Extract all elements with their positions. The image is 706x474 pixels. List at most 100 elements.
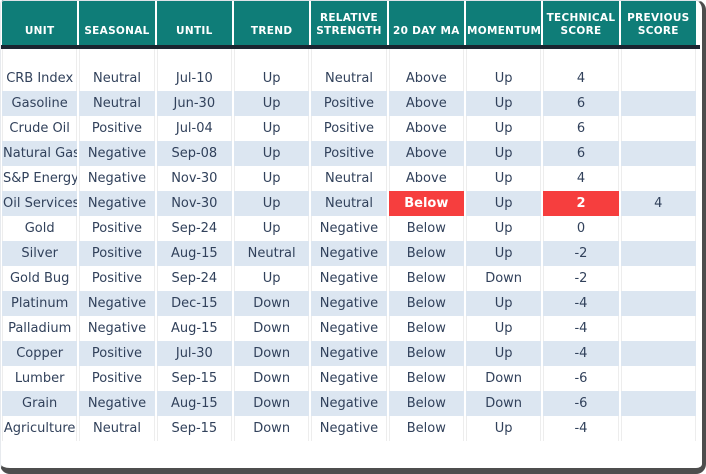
- cell-relative-strength: Negative: [311, 266, 387, 291]
- cell-unit: Copper: [2, 341, 78, 366]
- cell-relative-strength: Neutral: [311, 166, 387, 191]
- header-cell-seasonal: SEASONAL: [79, 0, 155, 45]
- cell-20-day-ma: Above: [388, 141, 464, 166]
- cell-until: Jul-10: [156, 66, 232, 91]
- cell-until: Sep-08: [156, 141, 232, 166]
- cell-trend: Up: [233, 191, 310, 216]
- cell-previous-score: [620, 141, 696, 166]
- header-cell-previous-score: PREVIOUS SCORE: [620, 0, 696, 45]
- cell-momentum: Up: [465, 191, 542, 216]
- cell-until: Jul-30: [156, 341, 232, 366]
- cell-unit: Grain: [2, 391, 78, 416]
- cell-unit: Lumber: [2, 366, 78, 391]
- cell-relative-strength: Neutral: [311, 66, 387, 91]
- technical-score-table: UNIT SEASONAL UNTIL TREND RELATIVE STRENGTH 2…: [2, 0, 696, 441]
- cell-seasonal: Neutral: [79, 91, 155, 116]
- cell-momentum: Down: [465, 366, 542, 391]
- cell-until: Jul-04: [156, 116, 232, 141]
- cell-until: Sep-15: [156, 366, 232, 391]
- cell-technical-score: 4: [543, 166, 619, 191]
- cell-20-day-ma: Below: [388, 216, 464, 241]
- cell-until: Aug-15: [156, 316, 232, 341]
- cell-20-day-ma: Below: [388, 291, 464, 316]
- cell-previous-score: [620, 291, 696, 316]
- table-row: Copper Positive Jul-30 Down Negative Below Up -…: [2, 341, 696, 366]
- table-row: Silver Positive Aug-15 Neutral Negative Below…: [2, 241, 696, 266]
- table-row: Agriculture Neutral Sep-15 Down Negative Belo…: [2, 416, 696, 441]
- cell-seasonal: Negative: [79, 291, 155, 316]
- table-row: Crude Oil Positive Jul-04 Up Positive Above Up…: [2, 116, 696, 141]
- cell-technical-score: -2: [543, 241, 619, 266]
- cell-seasonal: Positive: [79, 216, 155, 241]
- header-cell-technical-score: TECHNICAL SCORE: [543, 0, 619, 45]
- cell-previous-score: [620, 116, 696, 141]
- cell-unit: Gold Bug: [2, 266, 78, 291]
- cell-momentum: Down: [465, 391, 542, 416]
- cell-previous-score: [620, 266, 696, 291]
- cell-trend: Down: [233, 391, 310, 416]
- header-underline-bar: [0, 45, 700, 49]
- cell-until: Aug-15: [156, 391, 232, 416]
- header-cell-trend: TREND: [233, 0, 310, 45]
- cell-relative-strength: Negative: [311, 366, 387, 391]
- cell-seasonal: Negative: [79, 391, 155, 416]
- cell-relative-strength: Negative: [311, 391, 387, 416]
- spacer-cell-seasonal: [79, 45, 155, 66]
- cell-unit: Crude Oil: [2, 116, 78, 141]
- spacer-cell-technical-score: [543, 45, 619, 66]
- cell-momentum: Up: [465, 316, 542, 341]
- cell-technical-score: -2: [543, 266, 619, 291]
- cell-previous-score: [620, 166, 696, 191]
- cell-technical-score: -4: [543, 416, 619, 441]
- cell-until: Sep-24: [156, 216, 232, 241]
- header-cell-relative-strength: RELATIVE STRENGTH: [311, 0, 387, 45]
- cell-technical-score: 2: [543, 191, 619, 216]
- cell-momentum: Up: [465, 166, 542, 191]
- cell-seasonal: Positive: [79, 341, 155, 366]
- cell-technical-score: -4: [543, 341, 619, 366]
- cell-relative-strength: Neutral: [311, 191, 387, 216]
- cell-relative-strength: Positive: [311, 116, 387, 141]
- cell-relative-strength: Negative: [311, 341, 387, 366]
- cell-seasonal: Negative: [79, 166, 155, 191]
- cell-20-day-ma: Below: [388, 191, 464, 216]
- cell-previous-score: [620, 416, 696, 441]
- cell-unit: Platinum: [2, 291, 78, 316]
- cell-seasonal: Positive: [79, 366, 155, 391]
- cell-unit: Oil Services: [2, 191, 78, 216]
- cell-technical-score: -6: [543, 391, 619, 416]
- cell-trend: Down: [233, 341, 310, 366]
- spacer-cell-momentum: [465, 45, 542, 66]
- cell-until: Nov-30: [156, 191, 232, 216]
- cell-seasonal: Positive: [79, 116, 155, 141]
- cell-momentum: Up: [465, 116, 542, 141]
- cell-technical-score: 4: [543, 66, 619, 91]
- spacer-cell-trend: [233, 45, 310, 66]
- cell-technical-score: 6: [543, 116, 619, 141]
- cell-momentum: Up: [465, 291, 542, 316]
- cell-momentum: Up: [465, 416, 542, 441]
- cell-until: Nov-30: [156, 166, 232, 191]
- cell-relative-strength: Negative: [311, 241, 387, 266]
- cell-previous-score: [620, 241, 696, 266]
- cell-seasonal: Positive: [79, 266, 155, 291]
- cell-trend: Down: [233, 366, 310, 391]
- cell-previous-score: [620, 341, 696, 366]
- cell-trend: Up: [233, 91, 310, 116]
- table-row: Oil Services Negative Nov-30 Up Neutral Below…: [2, 191, 696, 216]
- cell-seasonal: Negative: [79, 141, 155, 166]
- cell-until: Sep-24: [156, 266, 232, 291]
- cell-unit: Agriculture: [2, 416, 78, 441]
- cell-technical-score: 6: [543, 141, 619, 166]
- table-header-row: UNIT SEASONAL UNTIL TREND RELATIVE STRENGTH 2…: [2, 0, 696, 45]
- table-row: Natural Gas Negative Sep-08 Up Positive Above…: [2, 141, 696, 166]
- cell-previous-score: 4: [620, 191, 696, 216]
- cell-momentum: Up: [465, 141, 542, 166]
- table-row: CRB Index Neutral Jul-10 Up Neutral Above Up 4: [2, 66, 696, 91]
- cell-technical-score: 6: [543, 91, 619, 116]
- cell-20-day-ma: Below: [388, 241, 464, 266]
- cell-relative-strength: Positive: [311, 141, 387, 166]
- spacer-cell-relative-strength: [311, 45, 387, 66]
- cell-relative-strength: Positive: [311, 91, 387, 116]
